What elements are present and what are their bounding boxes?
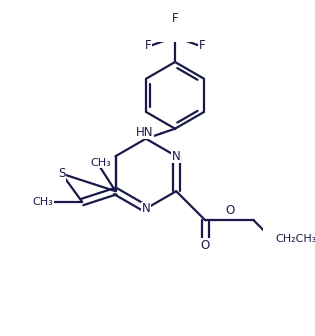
Text: O: O <box>201 239 210 252</box>
Text: F: F <box>172 12 178 25</box>
Text: O: O <box>226 204 235 217</box>
Text: CH₂CH₃: CH₂CH₃ <box>275 234 315 244</box>
Text: F: F <box>145 39 152 52</box>
Text: HN: HN <box>136 126 154 138</box>
Text: N: N <box>172 150 180 163</box>
Text: S: S <box>58 167 66 180</box>
Text: CH₃: CH₃ <box>90 158 111 168</box>
Text: N: N <box>141 202 150 215</box>
Text: F: F <box>198 39 205 52</box>
Text: CH₃: CH₃ <box>32 197 53 207</box>
